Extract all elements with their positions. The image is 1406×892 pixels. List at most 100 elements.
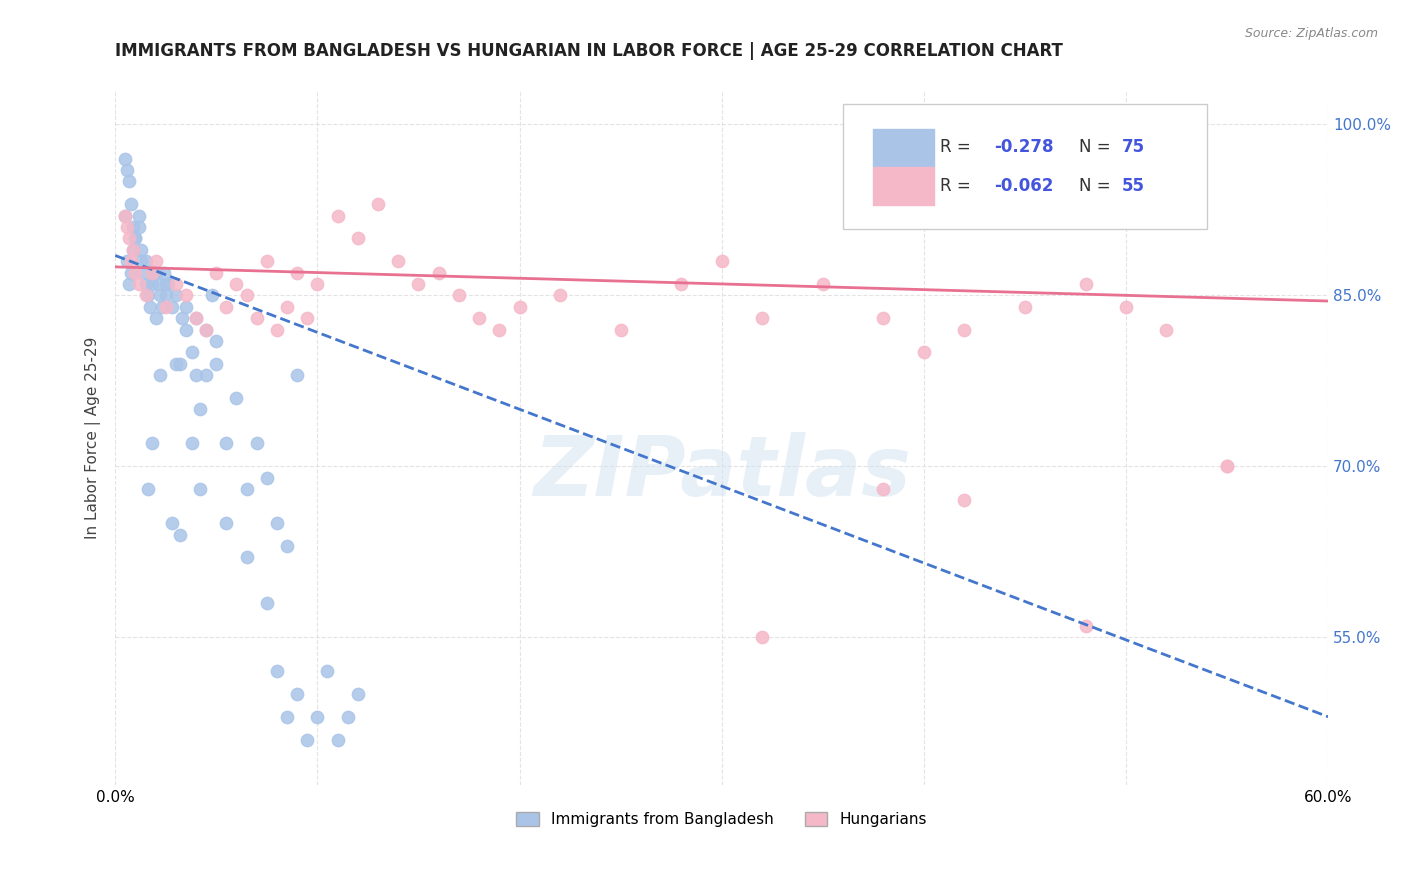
Point (201, 288, 224, 302)
Point (181, 436, 204, 450)
Point (1216, 459, 1239, 474)
Point (671, 277, 693, 291)
Point (114, 152, 136, 166)
Point (118, 277, 141, 291)
Point (427, 266, 450, 280)
Point (124, 231, 146, 245)
Point (184, 368, 207, 382)
Point (136, 288, 159, 302)
Point (188, 402, 211, 417)
Point (128, 219, 150, 234)
Point (225, 277, 247, 291)
Point (117, 254, 139, 268)
Point (1216, 459, 1239, 474)
Point (138, 300, 160, 314)
Point (215, 516, 238, 530)
Text: -0.062: -0.062 (994, 177, 1054, 194)
Point (114, 209, 136, 223)
Point (266, 322, 288, 336)
Point (326, 732, 349, 747)
Point (548, 288, 571, 302)
Point (120, 197, 142, 211)
Point (346, 231, 368, 245)
Point (124, 266, 146, 280)
Point (710, 254, 733, 268)
Point (155, 288, 177, 302)
Point (145, 266, 167, 280)
Point (1074, 277, 1097, 291)
Point (307, 277, 329, 291)
Point (160, 300, 183, 314)
Point (152, 266, 174, 280)
Point (912, 345, 935, 359)
Point (468, 311, 491, 326)
Point (1074, 618, 1097, 632)
Point (136, 482, 159, 496)
Point (488, 322, 510, 336)
Point (751, 630, 773, 644)
Point (367, 197, 389, 211)
Point (235, 288, 257, 302)
Point (256, 470, 278, 484)
Point (266, 516, 288, 530)
Point (316, 664, 339, 678)
Point (872, 311, 894, 326)
Point (132, 266, 155, 280)
Point (297, 732, 319, 747)
Point (174, 300, 197, 314)
Point (131, 254, 153, 268)
Text: R =: R = (941, 138, 976, 156)
Point (122, 219, 145, 234)
Point (326, 209, 349, 223)
Point (124, 231, 146, 245)
Point (120, 266, 142, 280)
Text: N =: N = (1080, 177, 1116, 194)
Point (336, 710, 359, 724)
Point (751, 311, 773, 326)
Point (128, 277, 150, 291)
Point (256, 254, 278, 268)
Point (149, 288, 172, 302)
Point (141, 277, 163, 291)
Point (256, 596, 278, 610)
Point (134, 254, 156, 268)
Point (297, 311, 319, 326)
Point (195, 322, 218, 336)
Point (246, 436, 269, 450)
Point (141, 266, 163, 280)
Point (1115, 300, 1137, 314)
FancyBboxPatch shape (873, 128, 934, 167)
Point (215, 300, 238, 314)
Point (188, 482, 211, 496)
Point (285, 266, 308, 280)
Point (346, 687, 368, 701)
Legend: Immigrants from Bangladesh, Hungarians: Immigrants from Bangladesh, Hungarians (510, 805, 934, 833)
Point (131, 243, 153, 257)
Point (156, 277, 179, 291)
Point (387, 254, 409, 268)
Point (141, 436, 163, 450)
Point (150, 300, 173, 314)
Y-axis label: In Labor Force | Age 25-29: In Labor Force | Age 25-29 (86, 336, 101, 539)
Point (872, 482, 894, 496)
Point (953, 493, 976, 508)
Point (122, 243, 145, 257)
Point (184, 311, 207, 326)
Point (285, 368, 308, 382)
Point (285, 687, 308, 701)
Point (174, 322, 197, 336)
Point (276, 539, 298, 553)
Point (155, 277, 177, 291)
Point (165, 277, 187, 291)
Point (408, 277, 430, 291)
Point (160, 516, 183, 530)
Point (246, 311, 269, 326)
Point (122, 243, 145, 257)
Point (142, 266, 165, 280)
Point (447, 288, 470, 302)
Point (276, 300, 298, 314)
Point (184, 311, 207, 326)
Point (165, 357, 187, 371)
Text: ZIPatlas: ZIPatlas (533, 432, 911, 513)
Point (145, 254, 167, 268)
